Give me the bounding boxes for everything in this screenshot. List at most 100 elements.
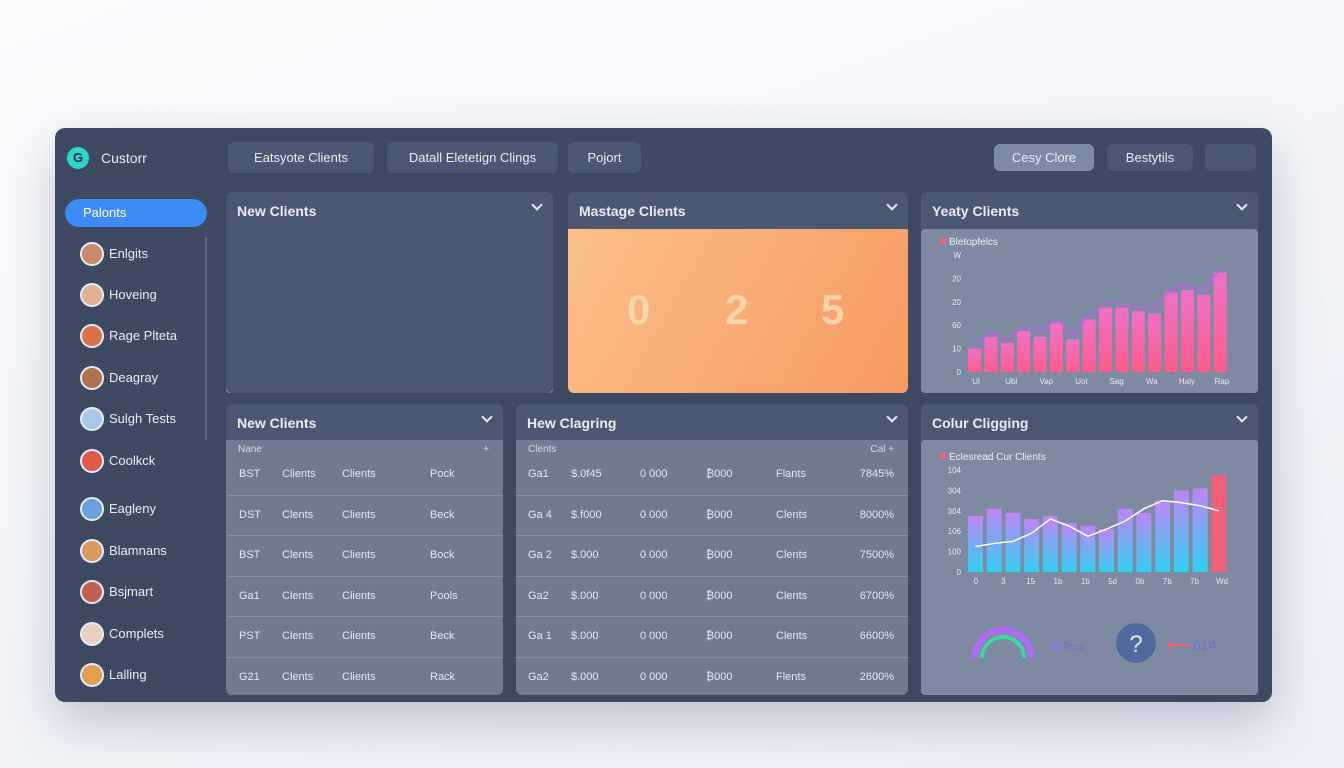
x-tick-label: Wa xyxy=(1146,377,1158,386)
x-tick-label: 0b xyxy=(1136,577,1145,586)
card-chevron[interactable] xyxy=(886,411,898,423)
icon-button[interactable] xyxy=(1205,144,1256,171)
table-cell: Clents xyxy=(776,630,808,642)
digit: 5 xyxy=(821,286,845,333)
bar xyxy=(1148,313,1162,372)
legend: Eclesread Cur Clients xyxy=(949,452,1046,463)
sidebar-label: Enlgits xyxy=(109,246,149,261)
y-tick-label: 60 xyxy=(952,321,961,330)
table-cell: 6600% xyxy=(859,630,894,642)
table-header: Clents xyxy=(528,444,557,455)
sidebar-item[interactable]: Bsjmart xyxy=(78,579,203,605)
table-header: Cal + xyxy=(870,444,894,455)
table-cell: 0 000 xyxy=(640,549,668,561)
row-divider xyxy=(226,616,503,617)
sidebar-item[interactable]: Complets xyxy=(78,621,203,647)
action-label: Bestytils xyxy=(1125,150,1175,165)
y-tick-label: 10 xyxy=(952,345,961,354)
card-chevron[interactable] xyxy=(481,411,493,423)
sidebar-item[interactable]: Eagleny xyxy=(78,496,203,522)
bar xyxy=(1066,339,1080,372)
action-button[interactable]: Cesy Clore xyxy=(994,144,1094,171)
row-divider xyxy=(516,575,908,577)
sidebar-item[interactable]: Deagray xyxy=(78,365,203,391)
action-button[interactable]: Bestytils xyxy=(1107,144,1193,171)
table-cell: Ga2 xyxy=(528,670,549,683)
x-tick-label: 3 xyxy=(1001,577,1006,586)
x-tick-label: Haly xyxy=(1179,377,1195,386)
table-cell: $.000 xyxy=(571,670,599,683)
card: New Clients xyxy=(226,192,553,393)
row-divider xyxy=(516,535,908,536)
sidebar-item[interactable]: Lalling xyxy=(78,662,203,688)
sidebar-item[interactable]: Rage Plteta xyxy=(78,323,203,349)
table-cell: Ga 2 xyxy=(528,549,552,561)
table-cell: 8000% xyxy=(859,508,894,521)
tab-button[interactable]: Pojort xyxy=(568,142,641,173)
gauge-swatch xyxy=(1053,643,1059,649)
card: Hew Clagring Clents Cal + Ga1 $.0f45 0 000 ₿00… xyxy=(516,404,908,695)
sidebar-label: Deagray xyxy=(109,370,159,385)
legend: Bletopfelcs xyxy=(949,237,998,248)
card-chevron[interactable] xyxy=(886,199,898,211)
table-cell: Clents xyxy=(282,508,314,521)
tab-button[interactable]: Datall Eletetign Clings xyxy=(387,142,558,173)
sidebar-item[interactable]: Hoveing xyxy=(78,282,203,308)
table-header: Nane xyxy=(238,444,262,455)
y-tick-label: 104 xyxy=(948,466,962,475)
bar xyxy=(1024,518,1040,572)
sidebar-item[interactable]: Sulgh Tests xyxy=(78,406,203,432)
table-cell: ₿000 xyxy=(706,670,733,683)
card-chevron[interactable] xyxy=(1236,411,1248,423)
card-title: New Clients xyxy=(237,415,317,431)
table-cell: Ga1 xyxy=(239,589,260,602)
sidebar-item[interactable]: Coolkck xyxy=(78,448,203,474)
table-cell: Clients xyxy=(342,508,376,521)
sidebar-label: Coolkck xyxy=(109,453,156,468)
row-divider xyxy=(226,494,503,496)
sidebar-divider xyxy=(205,237,207,440)
avatar xyxy=(80,242,104,266)
table-header: + xyxy=(483,444,489,455)
card: Colur Cligging Eclesread Cur Clients 104 3 0… xyxy=(921,404,1258,695)
sidebar-label: Complets xyxy=(109,626,164,641)
bar xyxy=(1061,523,1077,572)
table-cell: Ga 1 xyxy=(528,630,552,642)
bar xyxy=(1211,475,1227,572)
x-tick-label: Rap xyxy=(1215,377,1230,386)
avatar xyxy=(80,324,104,348)
table-cell: ₿000 xyxy=(706,589,733,602)
bar xyxy=(1155,500,1171,572)
tab-label: Eatsyote Clients xyxy=(254,150,348,165)
legend-swatch xyxy=(940,453,946,459)
table-cell: Clents xyxy=(776,589,808,602)
table-cell: ₿000 xyxy=(706,549,733,561)
table-cell: 0 000 xyxy=(640,508,668,521)
x-tick-label: Sag xyxy=(1109,377,1123,386)
x-tick-label: 5d xyxy=(1108,577,1117,586)
card-chevron[interactable] xyxy=(531,199,543,211)
bar xyxy=(1042,515,1058,572)
digit: 2 xyxy=(725,286,749,333)
row-divider xyxy=(226,535,503,536)
sidebar-item[interactable]: Enlgits xyxy=(78,241,203,267)
card-chevron[interactable] xyxy=(1236,199,1248,211)
row-divider xyxy=(516,656,908,658)
sidebar-active[interactable]: Palonts xyxy=(65,199,207,227)
bar xyxy=(968,515,983,572)
sidebar-label: Sulgh Tests xyxy=(109,411,176,426)
bar xyxy=(1115,307,1129,372)
gauge-label: Trns xyxy=(1062,641,1084,653)
y-tick-label: 0 xyxy=(957,568,962,577)
x-tick-label: 7b xyxy=(1163,577,1172,586)
table-cell: Beck xyxy=(430,630,455,642)
card-title: Colur Cligging xyxy=(932,415,1029,431)
sidebar-active-label: Palonts xyxy=(83,205,127,220)
table-cell: ₿000 xyxy=(706,468,733,480)
bar xyxy=(1117,508,1133,572)
row-divider xyxy=(226,575,503,577)
table-cell: 2600% xyxy=(859,670,894,683)
sidebar-item[interactable]: Blamnans xyxy=(78,538,203,564)
tab-button[interactable]: Eatsyote Clients xyxy=(228,142,374,173)
